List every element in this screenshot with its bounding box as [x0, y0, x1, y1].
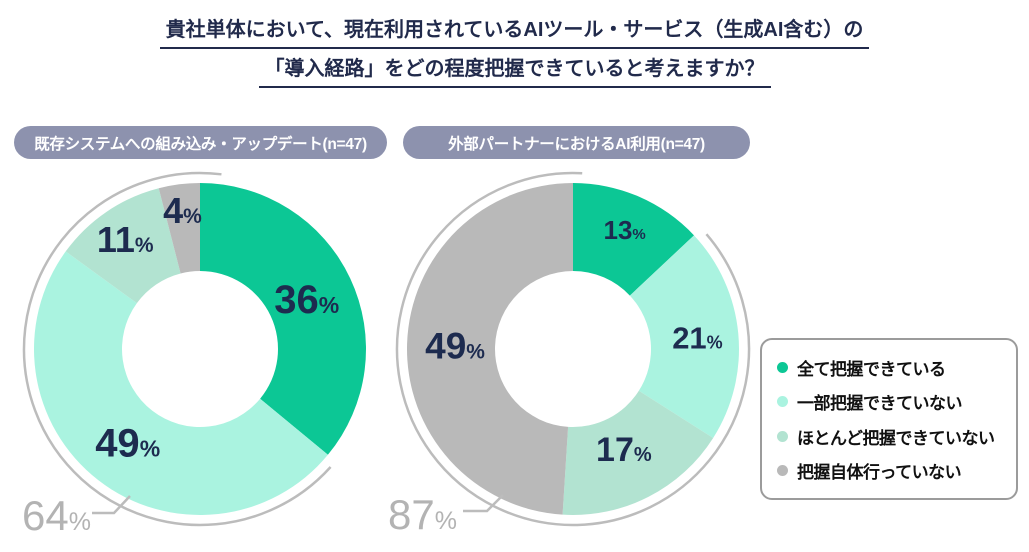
donut1-bracket-label: 64%: [22, 492, 91, 539]
donut1-value-label-4pct: 4%: [163, 190, 202, 231]
donut1-value-label-11pct: 11%: [97, 219, 154, 260]
page-title: 貴社単体において、現在利用されているAIツール・サービス（生成AI含む）の 「導…: [0, 20, 1029, 98]
donut1-value-label-36pct: 36%: [274, 278, 339, 322]
title-line-1: 貴社単体において、現在利用されているAIツール・サービス（生成AI含む）の: [0, 20, 1029, 49]
legend-box: 全て把握できている 一部把握できていないほとんど把握できていない 把握自体行っていな…: [760, 338, 1018, 500]
donut1-segment-4pct: [158, 183, 200, 274]
legend-color-dot-icon: [777, 362, 788, 374]
donut2-bracket-arc: [395, 171, 751, 527]
donut2-value-label-49pct: 49%: [425, 326, 485, 367]
legend-item-1: 全て把握できている: [777, 355, 1008, 380]
legend-label: ほとんど把握できていない: [797, 428, 995, 448]
donut1-value-label-49pct: 49%: [95, 422, 160, 466]
donut2-bracket-label: 87%: [388, 491, 457, 538]
donut1-segment-49pct: [34, 251, 328, 515]
donut2-segment-17pct: [562, 390, 714, 515]
donut2-value-label-21pct: 21%: [672, 320, 723, 355]
legend-color-dot-icon: [777, 464, 788, 476]
legend-item-4: 把握自体行っていない: [777, 458, 1008, 483]
legend-color-dot-icon: [777, 396, 788, 408]
chart1-header-pill: 既存システムへの組み込み・アップデート(n=47): [14, 126, 387, 159]
donut2-value-label-13pct: 13%: [603, 215, 645, 245]
legend-label: 一部把握できていない: [797, 394, 963, 414]
legend-label: 把握自体行っていない: [797, 462, 962, 482]
donut2-segment-13pct: [573, 183, 695, 296]
legend-color-dot-icon: [777, 430, 788, 442]
donut1-segment-36pct: [200, 183, 366, 455]
title-line-2: 「導入経路」をどの程度把握できていると考えますか？: [0, 59, 1029, 88]
legend-item-3: ほとんど把握できていない: [777, 424, 1008, 449]
donut2-bracket-connector: [463, 494, 504, 513]
donut1-bracket-arc: [22, 171, 332, 527]
donut1-segment-11pct: [65, 188, 181, 304]
donut2-segment-21pct: [629, 235, 739, 438]
donut1-bracket-connector: [92, 495, 131, 515]
chart2-header-pill: 外部パートナーにおけるAI利用(n=47): [403, 126, 750, 159]
legend-label: 全て把握できている: [797, 360, 946, 380]
legend-item-2: 一部把握できていない: [777, 389, 1008, 414]
donut2-value-label-17pct: 17%: [596, 431, 652, 469]
donut2-segment-49pct: [407, 183, 573, 515]
